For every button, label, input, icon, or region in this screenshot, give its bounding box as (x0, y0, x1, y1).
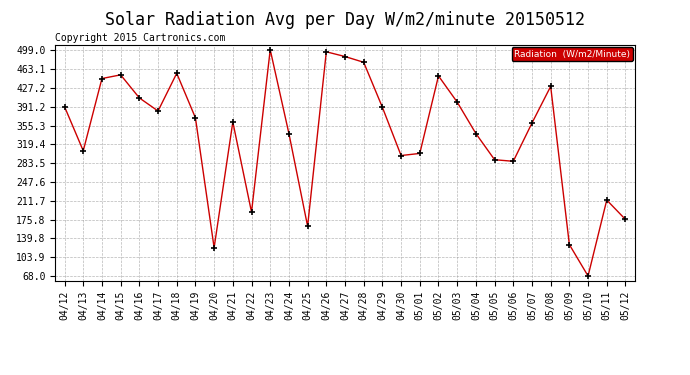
Text: Solar Radiation Avg per Day W/m2/minute 20150512: Solar Radiation Avg per Day W/m2/minute … (105, 11, 585, 29)
Legend: Radiation  (W/m2/Minute): Radiation (W/m2/Minute) (511, 47, 633, 61)
Text: Copyright 2015 Cartronics.com: Copyright 2015 Cartronics.com (55, 33, 226, 43)
